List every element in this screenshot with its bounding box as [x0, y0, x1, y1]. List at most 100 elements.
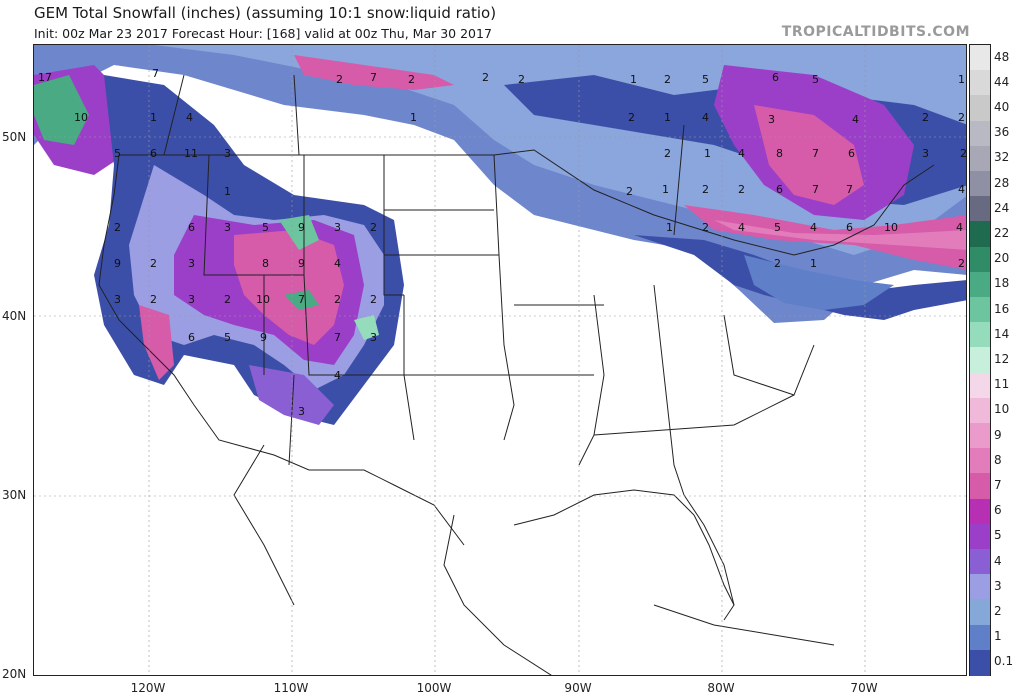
map-subtitle: Init: 00z Mar 23 2017 Forecast Hour: [16…: [34, 26, 492, 41]
legend-label: 40: [994, 100, 1010, 114]
contour-label: 7: [812, 147, 819, 160]
legend-swatch: [970, 145, 990, 172]
legend-label: 8: [994, 452, 1002, 467]
contour-label: 9: [260, 331, 267, 344]
contour-label: 10: [884, 221, 898, 234]
legend-label: 48: [994, 49, 1010, 64]
contour-label: 7: [334, 331, 341, 344]
contour-label: 6: [772, 71, 779, 84]
legend-swatch: [970, 196, 990, 223]
contour-label: 9: [298, 221, 305, 234]
contour-label: 17: [38, 71, 52, 84]
legend-label: 44: [994, 74, 1010, 89]
legend-label: 11: [994, 377, 1010, 392]
contour-label: 8: [776, 147, 783, 160]
legend-label: 3: [994, 578, 1002, 593]
legend-label: 7: [994, 478, 1002, 492]
contour-label: 5: [702, 73, 709, 86]
legend-swatch: [970, 95, 990, 122]
legend-swatch: [970, 473, 990, 500]
contour-label: 4: [958, 183, 965, 196]
legend-swatch: [970, 297, 990, 323]
contour-label: 3: [334, 221, 341, 234]
contour-label: 9: [298, 257, 305, 270]
contour-label: 3: [114, 293, 121, 306]
legend-label: 28: [994, 175, 1010, 190]
contour-label: 7: [812, 183, 819, 196]
contour-label: 2: [664, 73, 671, 86]
contour-label: 7: [152, 67, 159, 80]
contour-label: 6: [848, 147, 855, 160]
legend-label: 16: [994, 301, 1010, 316]
legend-swatch: [970, 246, 990, 273]
contour-label: 9: [114, 257, 121, 270]
legend-swatch: [970, 599, 990, 626]
contour-label: 3: [298, 405, 305, 418]
contour-label: 2: [370, 221, 377, 234]
contour-label: 10: [256, 293, 270, 306]
legend-label: 6: [994, 503, 1002, 518]
contour-label: 3: [768, 113, 775, 126]
color-legend-labels: 48 44 40 36 32 28 24 22 20 18 16 14 12 11 10 9 8 7 6 5 4 3 2 1 0…: [994, 44, 1024, 676]
snowfall-map: 17 7 2 7 2 2 2 1 2 5 6 5 1 10 1 4 1 2 1 …: [33, 44, 967, 676]
contour-label: 4: [738, 147, 745, 160]
legend-label: 10: [994, 402, 1010, 417]
legend-label: 36: [994, 125, 1010, 140]
legend-label: 12: [994, 352, 1010, 366]
contour-label: 2: [408, 73, 415, 86]
contour-labels: 17 7 2 7 2 2 2 1 2 5 6 5 1 10 1 4 1 2 1 …: [38, 67, 967, 418]
contour-label: 1: [664, 111, 671, 124]
contour-label: 1: [410, 111, 417, 124]
contour-label: 10: [74, 111, 88, 124]
contour-label: 2: [336, 73, 343, 86]
contour-label: 2: [626, 185, 633, 198]
contour-label: 2: [702, 221, 709, 234]
contour-label: 7: [846, 183, 853, 196]
contour-label: 7: [370, 71, 377, 84]
contour-label: 2: [114, 221, 121, 234]
contour-label: 2: [518, 73, 525, 86]
contour-label: 1: [666, 221, 673, 234]
lat-label-40n: 40N: [2, 309, 27, 323]
legend-swatch: [970, 397, 990, 424]
lat-label-30n: 30N: [2, 488, 27, 502]
legend-label: 4: [994, 553, 1002, 568]
contour-label: 5: [114, 147, 121, 160]
lon-label-90w: 90W: [564, 681, 592, 695]
legend-label: 18: [994, 276, 1010, 291]
contour-label: 5: [262, 221, 269, 234]
contour-label: 2: [334, 293, 341, 306]
contour-label: 1: [958, 73, 965, 86]
legend-swatch: [970, 549, 990, 575]
contour-label: 2: [960, 147, 967, 160]
contour-label: 2: [370, 293, 377, 306]
legend-label: 2: [994, 604, 1002, 618]
contour-label: 1: [224, 185, 231, 198]
legend-swatch: [970, 423, 990, 449]
graticule: [34, 45, 966, 675]
contour-label: 1: [150, 111, 157, 124]
contour-label: 4: [334, 257, 341, 270]
legend-label: 22: [994, 226, 1010, 240]
contour-label: 2: [774, 257, 781, 270]
legend-label: 9: [994, 427, 1002, 442]
legend-swatch: [970, 120, 990, 147]
contour-label: 2: [482, 71, 489, 84]
contour-label: 6: [776, 183, 783, 196]
lon-label-100w: 100W: [416, 681, 452, 695]
lon-label-110w: 110W: [273, 681, 309, 695]
legend-swatch: [970, 498, 990, 525]
contour-label: 2: [702, 183, 709, 196]
contour-label: 6: [846, 221, 853, 234]
legend-swatch: [970, 649, 990, 676]
contour-label: 3: [922, 147, 929, 160]
legend-label: 5: [994, 528, 1002, 543]
legend-label: 24: [994, 200, 1010, 215]
legend-label: 1: [994, 629, 1002, 644]
contour-label: 4: [186, 111, 193, 124]
contour-label: 4: [810, 221, 817, 234]
snowfall-shading: [34, 45, 966, 425]
contour-label: 1: [704, 147, 711, 160]
lat-label-50n: 50N: [2, 130, 27, 144]
legend-swatch: [970, 322, 990, 349]
